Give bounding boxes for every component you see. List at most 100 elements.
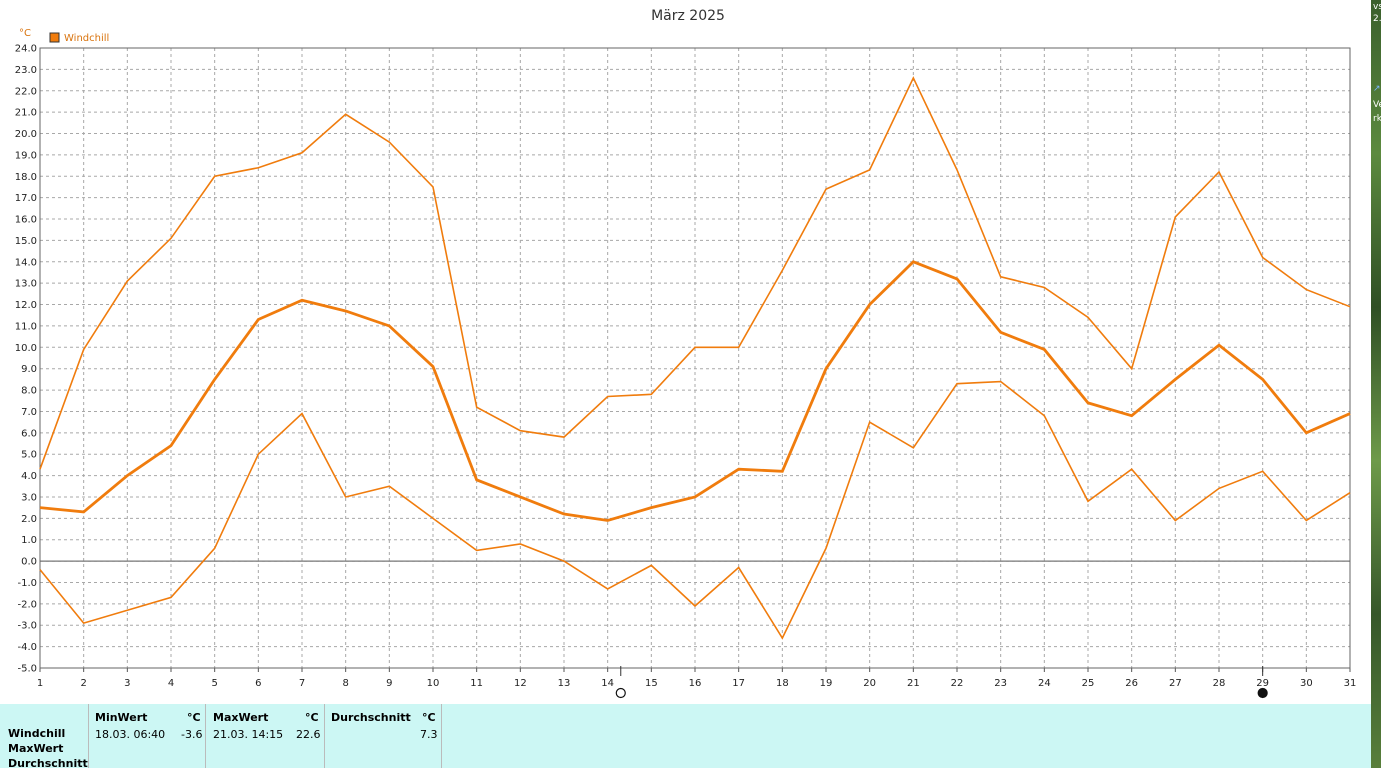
x-tick-label: 5	[211, 678, 217, 689]
x-tick-label: 20	[863, 678, 876, 689]
new-moon-icon	[1257, 687, 1268, 699]
y-tick-label: -4.0	[17, 642, 37, 653]
y-tick-label: 0.0	[21, 557, 37, 568]
y-tick-label: 22.0	[15, 86, 37, 97]
strip-text: vs	[1373, 2, 1381, 12]
max-unit: °C	[305, 711, 319, 724]
legend-swatch	[49, 32, 60, 43]
y-unit-label: °C	[19, 28, 31, 39]
min-header: MinWert	[95, 711, 148, 724]
x-tick-label: 8	[342, 678, 348, 689]
axes: -5.0 -4.0 -3.0 -2.0 -1.0 0.0 1.0 2.0 3.0 4.0 5.0 6.…	[15, 44, 1357, 690]
strip-text: 2.	[1373, 14, 1381, 24]
x-tick-label: 19	[820, 678, 833, 689]
x-tick-label: 21	[907, 678, 920, 689]
y-tick-label: -3.0	[17, 621, 37, 632]
avg-unit: °C	[422, 711, 436, 724]
y-tick-label: 4.0	[21, 471, 37, 482]
grid	[39, 47, 1351, 669]
x-tick-label: 26	[1125, 678, 1138, 689]
x-tick-label: 24	[1038, 678, 1051, 689]
x-tick-label: 18	[776, 678, 789, 689]
y-tick-label: 13.0	[15, 279, 37, 290]
y-tick-label: 12.0	[15, 300, 37, 311]
y-tick-label: 1.0	[21, 535, 37, 546]
x-tick-label: 14	[601, 678, 614, 689]
y-tick-label: 20.0	[15, 129, 37, 140]
statistics-panel: Windchill MaxWert Durchschnitt MinWert °…	[0, 704, 1371, 770]
y-tick-label: 19.0	[15, 150, 37, 161]
x-tick-label: 30	[1300, 678, 1313, 689]
strip-text: Ve	[1373, 100, 1381, 110]
desktop-background-strip	[1371, 0, 1381, 768]
x-tick-label: 6	[255, 678, 261, 689]
strip-text: rk	[1373, 114, 1381, 124]
x-tick-label: 9	[386, 678, 392, 689]
max-value: 22.6	[296, 728, 321, 741]
y-tick-label: 15.0	[15, 236, 37, 247]
max-time: 21.03. 14:15	[213, 728, 284, 741]
chart-title: März 2025	[651, 8, 725, 24]
y-tick-label: 23.0	[15, 65, 37, 76]
y-tick-label: 14.0	[15, 257, 37, 268]
full-moon-icon	[615, 687, 626, 699]
avg-value: 7.3	[420, 728, 438, 741]
max-header: MaxWert	[213, 711, 269, 724]
x-tick-label: 13	[558, 678, 571, 689]
y-tick-label: 16.0	[15, 215, 37, 226]
x-tick-label: 17	[732, 678, 745, 689]
x-tick-label: 23	[994, 678, 1007, 689]
y-tick-label: 21.0	[15, 108, 37, 119]
legend-label: Windchill	[64, 33, 109, 44]
series-lines	[39, 76, 1351, 640]
chart: März 2025 °C Windchill -5.0-4.0-3.0-2.0-…	[15, 8, 1357, 699]
series-line-max	[39, 76, 1351, 470]
x-tick-label: 12	[514, 678, 527, 689]
x-tick-label: 31	[1344, 678, 1357, 689]
row-label-windchill: Windchill	[8, 727, 66, 740]
row-label-maxwert: MaxWert	[8, 742, 64, 755]
x-tick-label: 27	[1169, 678, 1182, 689]
x-tick-label: 29	[1256, 678, 1269, 689]
x-tick-label: 22	[951, 678, 964, 689]
series-line-avg	[39, 260, 1351, 522]
x-tick-label: 2	[80, 678, 86, 689]
min-value: -3.6	[181, 728, 203, 741]
avg-column: Durchschnitt °C 7.3	[324, 704, 442, 768]
x-tick-label: 10	[427, 678, 440, 689]
x-tick-label: 3	[124, 678, 130, 689]
x-tick-label: 1	[37, 678, 43, 689]
min-time: 18.03. 06:40	[95, 728, 166, 741]
moon-phase-markers	[615, 666, 1268, 699]
y-tick-label: 17.0	[15, 193, 37, 204]
x-tick-label: 16	[689, 678, 702, 689]
y-tick-label: -1.0	[17, 578, 37, 589]
x-tick-label: 15	[645, 678, 658, 689]
y-tick-label: 2.0	[21, 514, 37, 525]
avg-header: Durchschnitt	[331, 711, 411, 724]
y-tick-label: 10.0	[15, 343, 37, 354]
x-tick-label: 7	[299, 678, 305, 689]
series-line-min	[39, 380, 1351, 640]
shortcut-arrow-icon: ↗	[1373, 84, 1381, 94]
y-tick-label: 6.0	[21, 428, 37, 439]
x-tick-label: 4	[168, 678, 174, 689]
y-tick-label: 9.0	[21, 364, 37, 375]
plot-frame	[39, 47, 1351, 669]
y-tick-label: -5.0	[17, 664, 37, 675]
y-tick-label: -2.0	[17, 599, 37, 610]
y-tick-label: 8.0	[21, 386, 37, 397]
x-tick-label: 11	[470, 678, 483, 689]
y-tick-label: 3.0	[21, 492, 37, 503]
y-tick-label: 18.0	[15, 172, 37, 183]
y-tick-label: 5.0	[21, 450, 37, 461]
min-column: MinWert °C 18.03. 06:40 -3.6	[88, 704, 205, 768]
y-tick-label: 11.0	[15, 321, 37, 332]
row-label-durchschnitt: Durchschnitt	[8, 757, 88, 770]
max-column: MaxWert °C 21.03. 14:15 22.6	[205, 704, 324, 768]
y-tick-label: 7.0	[21, 407, 37, 418]
y-tick-label: 24.0	[15, 44, 37, 55]
x-tick-label: 25	[1082, 678, 1095, 689]
min-unit: °C	[187, 711, 201, 724]
x-tick-label: 28	[1213, 678, 1226, 689]
